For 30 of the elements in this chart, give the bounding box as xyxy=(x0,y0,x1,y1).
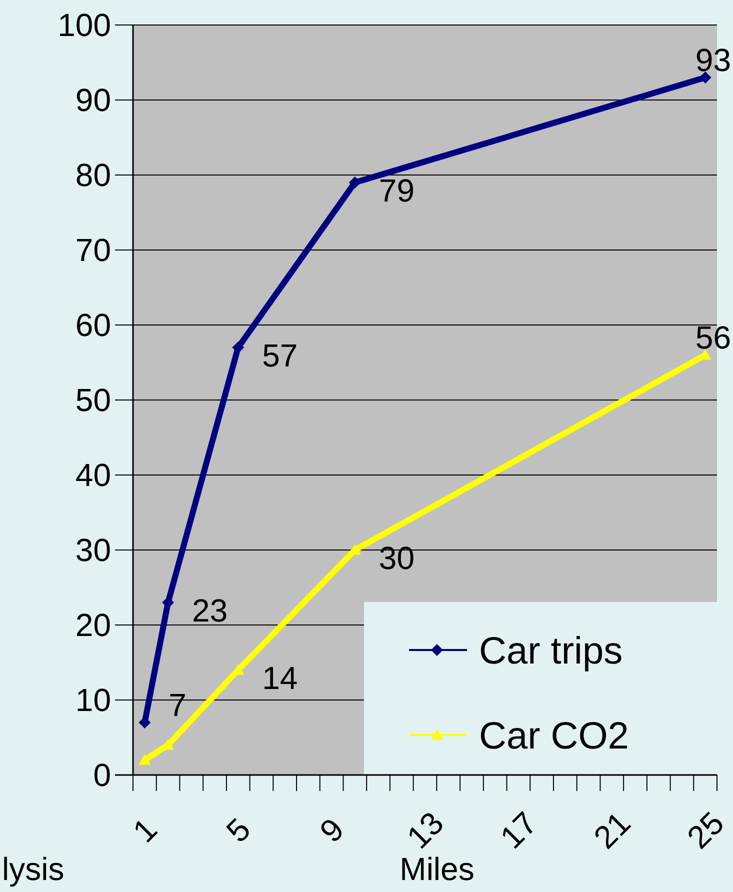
y-tick-label: 70 xyxy=(75,232,111,268)
point xyxy=(348,176,361,188)
point xyxy=(138,754,151,765)
x-tick-label: 9 xyxy=(312,811,351,850)
x-tick-label: 17 xyxy=(493,804,544,856)
y-tick-label: 20 xyxy=(75,607,111,644)
y-tick-label: 10 xyxy=(75,682,111,718)
data-label: 93 xyxy=(695,42,731,78)
data-label: 56 xyxy=(695,320,731,356)
y-tick-label: 50 xyxy=(75,382,111,418)
legend-label: Car trips xyxy=(479,630,623,672)
data-label: 79 xyxy=(378,172,415,209)
point xyxy=(699,72,712,84)
y-tick-label: 100 xyxy=(58,7,111,44)
y-tick-label: 30 xyxy=(75,532,111,568)
x-tick-label: 25 xyxy=(680,804,731,856)
x-tick-label: 5 xyxy=(219,811,258,850)
x-tick-label: 21 xyxy=(586,804,638,856)
data-label: 23 xyxy=(192,592,228,629)
y-tick-label: 60 xyxy=(75,307,111,344)
data-label: 57 xyxy=(262,338,298,374)
y-tick-label: 90 xyxy=(75,82,111,118)
y-tick-label: 0 xyxy=(93,757,111,794)
y-tick-label: 40 xyxy=(75,457,111,494)
data-label: 30 xyxy=(378,540,415,576)
data-label: 14 xyxy=(262,660,298,696)
x-tick-label: 1 xyxy=(126,811,164,850)
text: lysis xyxy=(2,851,64,887)
legend-label: Car CO2 xyxy=(479,715,629,758)
y-tick-label: 80 xyxy=(75,157,111,194)
